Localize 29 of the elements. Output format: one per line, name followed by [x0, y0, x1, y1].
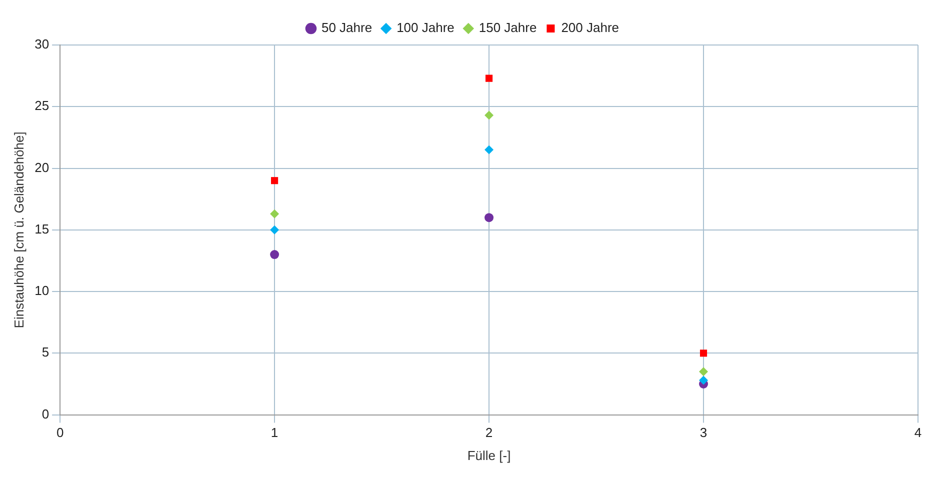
point [700, 350, 708, 357]
x-tick-label: 0 [56, 425, 64, 440]
y-tick-label: 30 [34, 36, 50, 52]
point [484, 145, 494, 154]
point [699, 367, 708, 376]
y-tick-label: 25 [34, 98, 50, 114]
x-tick-label: 2 [485, 425, 493, 440]
point [484, 110, 494, 120]
y-tick-label: 5 [42, 344, 50, 360]
point [485, 74, 493, 82]
legend-label: 100 Jahre [396, 20, 454, 36]
y-axis-title: Einstauhöhe [cm ü. Geländehöhe] [11, 132, 26, 328]
point [484, 213, 494, 222]
point [271, 177, 278, 184]
legend-label: 200 Jahre [561, 20, 620, 36]
y-tick-label: 15 [34, 221, 50, 236]
point [270, 250, 280, 260]
legend-label: 50 Jahre [321, 20, 372, 36]
point [699, 376, 708, 385]
x-tick-label: 1 [270, 425, 278, 440]
point [270, 209, 280, 218]
y-tick-label: 10 [34, 283, 50, 298]
x-tick-label: 4 [914, 425, 922, 440]
x-axis-title: Fülle [-] [467, 448, 511, 463]
legend-label: 150 Jahre [478, 20, 537, 36]
y-tick-label: 0 [42, 406, 50, 422]
y-tick-label: 20 [34, 160, 50, 175]
x-tick-label: 3 [700, 425, 708, 440]
point [270, 225, 280, 234]
